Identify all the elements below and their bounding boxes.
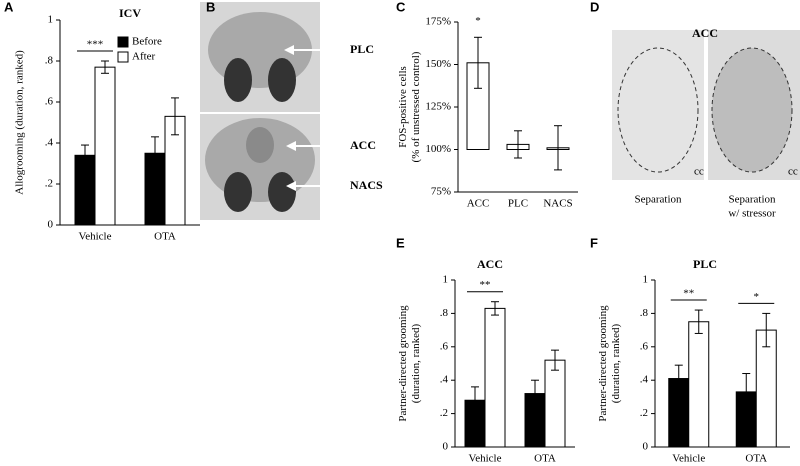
x-tick-label: OTA — [745, 453, 767, 465]
y-tick-label: .4 — [640, 374, 649, 386]
y-tick-label: .6 — [45, 96, 54, 108]
marker: cc — [788, 166, 798, 178]
legend-label: After — [132, 51, 156, 63]
y-axis-label: Partner-directed grooming — [397, 305, 409, 422]
panel-title: ACC — [692, 26, 718, 40]
bar — [544, 359, 566, 448]
legend-swatch — [117, 36, 129, 48]
y-tick-label: .2 — [45, 178, 53, 190]
y-tick-label: .2 — [440, 407, 448, 419]
region-label: NACS — [350, 178, 383, 192]
panel-letter: D — [590, 0, 599, 14]
significance-label: * — [754, 291, 760, 303]
x-tick-label: OTA — [534, 453, 556, 465]
y-tick-label: .8 — [45, 55, 54, 67]
y-tick-label: 100% — [425, 143, 451, 155]
legend-swatch — [117, 51, 129, 63]
x-tick-label: NACS — [543, 198, 572, 210]
panel-letter: B — [206, 0, 215, 14]
chart-title: PLC — [693, 257, 717, 271]
bar — [755, 329, 777, 448]
bar — [94, 66, 116, 226]
caption: Separation — [728, 194, 776, 206]
y-axis-label: (duration, ranked) — [610, 323, 622, 403]
x-tick-label: Vehicle — [672, 453, 705, 465]
significance-label: *** — [87, 39, 104, 51]
significance-label: * — [475, 15, 481, 27]
y-tick-label: 0 — [48, 219, 54, 231]
y-tick-label: .4 — [440, 374, 449, 386]
panel-letter: A — [4, 0, 14, 14]
region-label: ACC — [350, 138, 376, 152]
y-axis-label: Allogrooming (duration, ranked) — [14, 50, 26, 195]
y-tick-label: 150% — [425, 58, 451, 70]
bar — [688, 321, 710, 448]
y-tick-label: .6 — [640, 340, 649, 352]
y-axis-label: Partner-directed grooming — [597, 305, 609, 422]
legend-label: Before — [132, 36, 162, 48]
y-tick-label: .4 — [45, 137, 54, 149]
x-tick-label: PLC — [508, 198, 528, 210]
y-tick-label: 1 — [443, 274, 449, 286]
y-tick-label: 1 — [48, 14, 54, 26]
marker: cc — [694, 166, 704, 178]
panel-letter: C — [396, 0, 406, 14]
x-tick-label: Vehicle — [79, 231, 112, 243]
y-tick-label: 1 — [643, 274, 649, 286]
brain-image-b — [200, 2, 345, 220]
caption: w/ stressor — [728, 208, 776, 220]
y-tick-label: 75% — [431, 186, 451, 198]
bar — [484, 307, 506, 448]
y-tick-label: .2 — [640, 407, 648, 419]
y-tick-label: .8 — [440, 307, 449, 319]
chart-title: ICV — [119, 6, 141, 20]
chart-title: ACC — [477, 257, 503, 271]
significance-label: ** — [683, 288, 694, 300]
y-tick-label: 125% — [425, 101, 451, 113]
y-axis-label: FOS-positive cells — [397, 66, 409, 148]
x-tick-label: ACC — [467, 198, 490, 210]
y-tick-label: 175% — [425, 16, 451, 28]
y-tick-label: .6 — [440, 340, 449, 352]
region-label: PLC — [350, 42, 374, 56]
panel-letter: F — [590, 235, 598, 250]
y-tick-label: 0 — [643, 441, 649, 453]
histology-image-d — [612, 30, 800, 180]
y-axis-label: (% of unstressed control) — [410, 51, 422, 162]
x-tick-label: Vehicle — [469, 453, 502, 465]
y-axis-label: (duration, ranked) — [410, 323, 422, 403]
y-tick-label: .8 — [640, 307, 649, 319]
y-tick-label: 0 — [443, 441, 449, 453]
x-tick-label: OTA — [154, 231, 176, 243]
significance-label: ** — [480, 279, 491, 291]
panel-letter: E — [396, 235, 405, 250]
caption: Separation — [634, 194, 682, 206]
